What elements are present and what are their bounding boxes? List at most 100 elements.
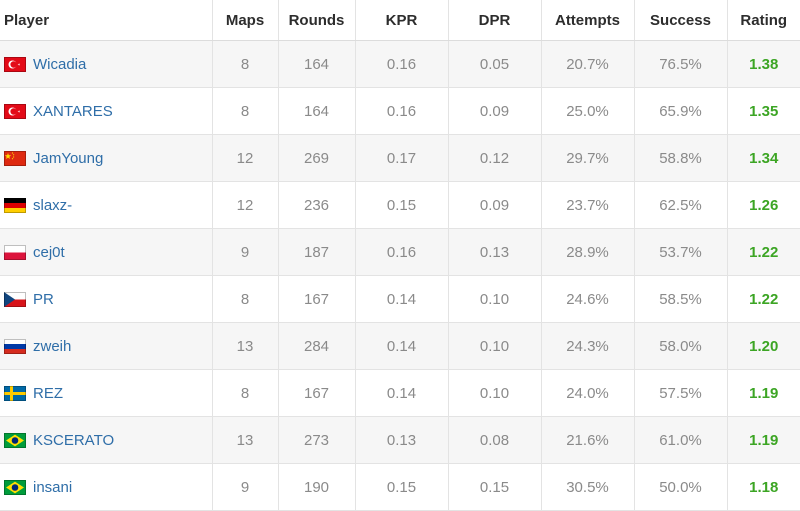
rounds-cell: 164 (278, 40, 356, 88)
turkey-flag-icon (4, 103, 26, 119)
success-cell: 58.8% (634, 134, 728, 182)
czechia-flag-icon (4, 291, 26, 307)
sweden-flag-icon (4, 385, 26, 401)
player-cell: XANTARES (0, 87, 213, 135)
kpr-cell: 0.14 (355, 369, 449, 417)
player-name-link[interactable]: PR (33, 290, 54, 308)
player-name-link[interactable]: slaxz- (33, 196, 73, 214)
table-row: XANTARES 8 164 0.16 0.09 25.0% 65.9% 1.3… (0, 87, 800, 135)
table-row: PR 8 167 0.14 0.10 24.6% 58.5% 1.22 (0, 275, 800, 323)
success-cell: 50.0% (634, 463, 728, 511)
player-cell: KSCERATO (0, 416, 213, 464)
header-success[interactable]: Success (634, 0, 728, 41)
header-kpr[interactable]: KPR (355, 0, 449, 41)
rating-cell: 1.22 (727, 228, 800, 276)
brazil-flag-icon (4, 479, 26, 495)
kpr-cell: 0.16 (355, 228, 449, 276)
attempts-cell: 20.7% (541, 40, 635, 88)
rounds-cell: 167 (278, 369, 356, 417)
player-name-link[interactable]: KSCERATO (33, 431, 115, 449)
attempts-cell: 21.6% (541, 416, 635, 464)
maps-cell: 9 (212, 463, 279, 511)
turkey-flag-icon (4, 56, 26, 72)
attempts-cell: 23.7% (541, 181, 635, 229)
header-rating[interactable]: Rating (727, 0, 800, 41)
rating-cell: 1.19 (727, 416, 800, 464)
player-name-link[interactable]: XANTARES (33, 102, 113, 120)
player-name-link[interactable]: Wicadia (33, 55, 87, 73)
player-name-link[interactable]: JamYoung (33, 149, 104, 167)
attempts-cell: 24.0% (541, 369, 635, 417)
table-row: cej0t 9 187 0.16 0.13 28.9% 53.7% 1.22 (0, 228, 800, 276)
rating-cell: 1.22 (727, 275, 800, 323)
table-body: Wicadia 8 164 0.16 0.05 20.7% 76.5% 1.38… (0, 40, 800, 511)
rating-cell: 1.20 (727, 322, 800, 370)
dpr-cell: 0.05 (448, 40, 542, 88)
player-cell: insani (0, 463, 213, 511)
rating-cell: 1.19 (727, 369, 800, 417)
attempts-cell: 29.7% (541, 134, 635, 182)
maps-cell: 8 (212, 87, 279, 135)
header-player[interactable]: Player (0, 0, 213, 41)
kpr-cell: 0.15 (355, 463, 449, 511)
attempts-cell: 24.3% (541, 322, 635, 370)
success-cell: 76.5% (634, 40, 728, 88)
table-row: slaxz- 12 236 0.15 0.09 23.7% 62.5% 1.26 (0, 181, 800, 229)
header-attempts[interactable]: Attempts (541, 0, 635, 41)
player-cell: slaxz- (0, 181, 213, 229)
table-row: Wicadia 8 164 0.16 0.05 20.7% 76.5% 1.38 (0, 40, 800, 88)
maps-cell: 8 (212, 275, 279, 323)
table-row: JamYoung 12 269 0.17 0.12 29.7% 58.8% 1.… (0, 134, 800, 182)
header-dpr[interactable]: DPR (448, 0, 542, 41)
poland-flag-icon (4, 244, 26, 260)
dpr-cell: 0.12 (448, 134, 542, 182)
player-name-link[interactable]: cej0t (33, 243, 65, 261)
dpr-cell: 0.13 (448, 228, 542, 276)
success-cell: 58.5% (634, 275, 728, 323)
player-name-link[interactable]: REZ (33, 384, 63, 402)
kpr-cell: 0.13 (355, 416, 449, 464)
dpr-cell: 0.09 (448, 181, 542, 229)
rating-cell: 1.35 (727, 87, 800, 135)
table-row: insani 9 190 0.15 0.15 30.5% 50.0% 1.18 (0, 463, 800, 511)
china-flag-icon (4, 150, 26, 166)
rounds-cell: 190 (278, 463, 356, 511)
player-cell: zweih (0, 322, 213, 370)
rounds-cell: 273 (278, 416, 356, 464)
attempts-cell: 28.9% (541, 228, 635, 276)
rounds-cell: 269 (278, 134, 356, 182)
maps-cell: 12 (212, 134, 279, 182)
rounds-cell: 236 (278, 181, 356, 229)
dpr-cell: 0.09 (448, 87, 542, 135)
player-cell: REZ (0, 369, 213, 417)
player-name-link[interactable]: insani (33, 478, 73, 496)
player-cell: Wicadia (0, 40, 213, 88)
rating-cell: 1.38 (727, 40, 800, 88)
rating-cell: 1.26 (727, 181, 800, 229)
rating-cell: 1.18 (727, 463, 800, 511)
player-cell: cej0t (0, 228, 213, 276)
rounds-cell: 167 (278, 275, 356, 323)
maps-cell: 13 (212, 322, 279, 370)
maps-cell: 8 (212, 40, 279, 88)
header-maps[interactable]: Maps (212, 0, 279, 41)
header-rounds[interactable]: Rounds (278, 0, 356, 41)
rating-cell: 1.34 (727, 134, 800, 182)
rounds-cell: 284 (278, 322, 356, 370)
success-cell: 57.5% (634, 369, 728, 417)
success-cell: 62.5% (634, 181, 728, 229)
kpr-cell: 0.14 (355, 275, 449, 323)
germany-flag-icon (4, 197, 26, 213)
player-cell: JamYoung (0, 134, 213, 182)
success-cell: 58.0% (634, 322, 728, 370)
player-name-link[interactable]: zweih (33, 337, 72, 355)
table-row: KSCERATO 13 273 0.13 0.08 21.6% 61.0% 1.… (0, 416, 800, 464)
attempts-cell: 30.5% (541, 463, 635, 511)
dpr-cell: 0.15 (448, 463, 542, 511)
kpr-cell: 0.15 (355, 181, 449, 229)
success-cell: 61.0% (634, 416, 728, 464)
brazil-flag-icon (4, 432, 26, 448)
kpr-cell: 0.16 (355, 40, 449, 88)
attempts-cell: 24.6% (541, 275, 635, 323)
